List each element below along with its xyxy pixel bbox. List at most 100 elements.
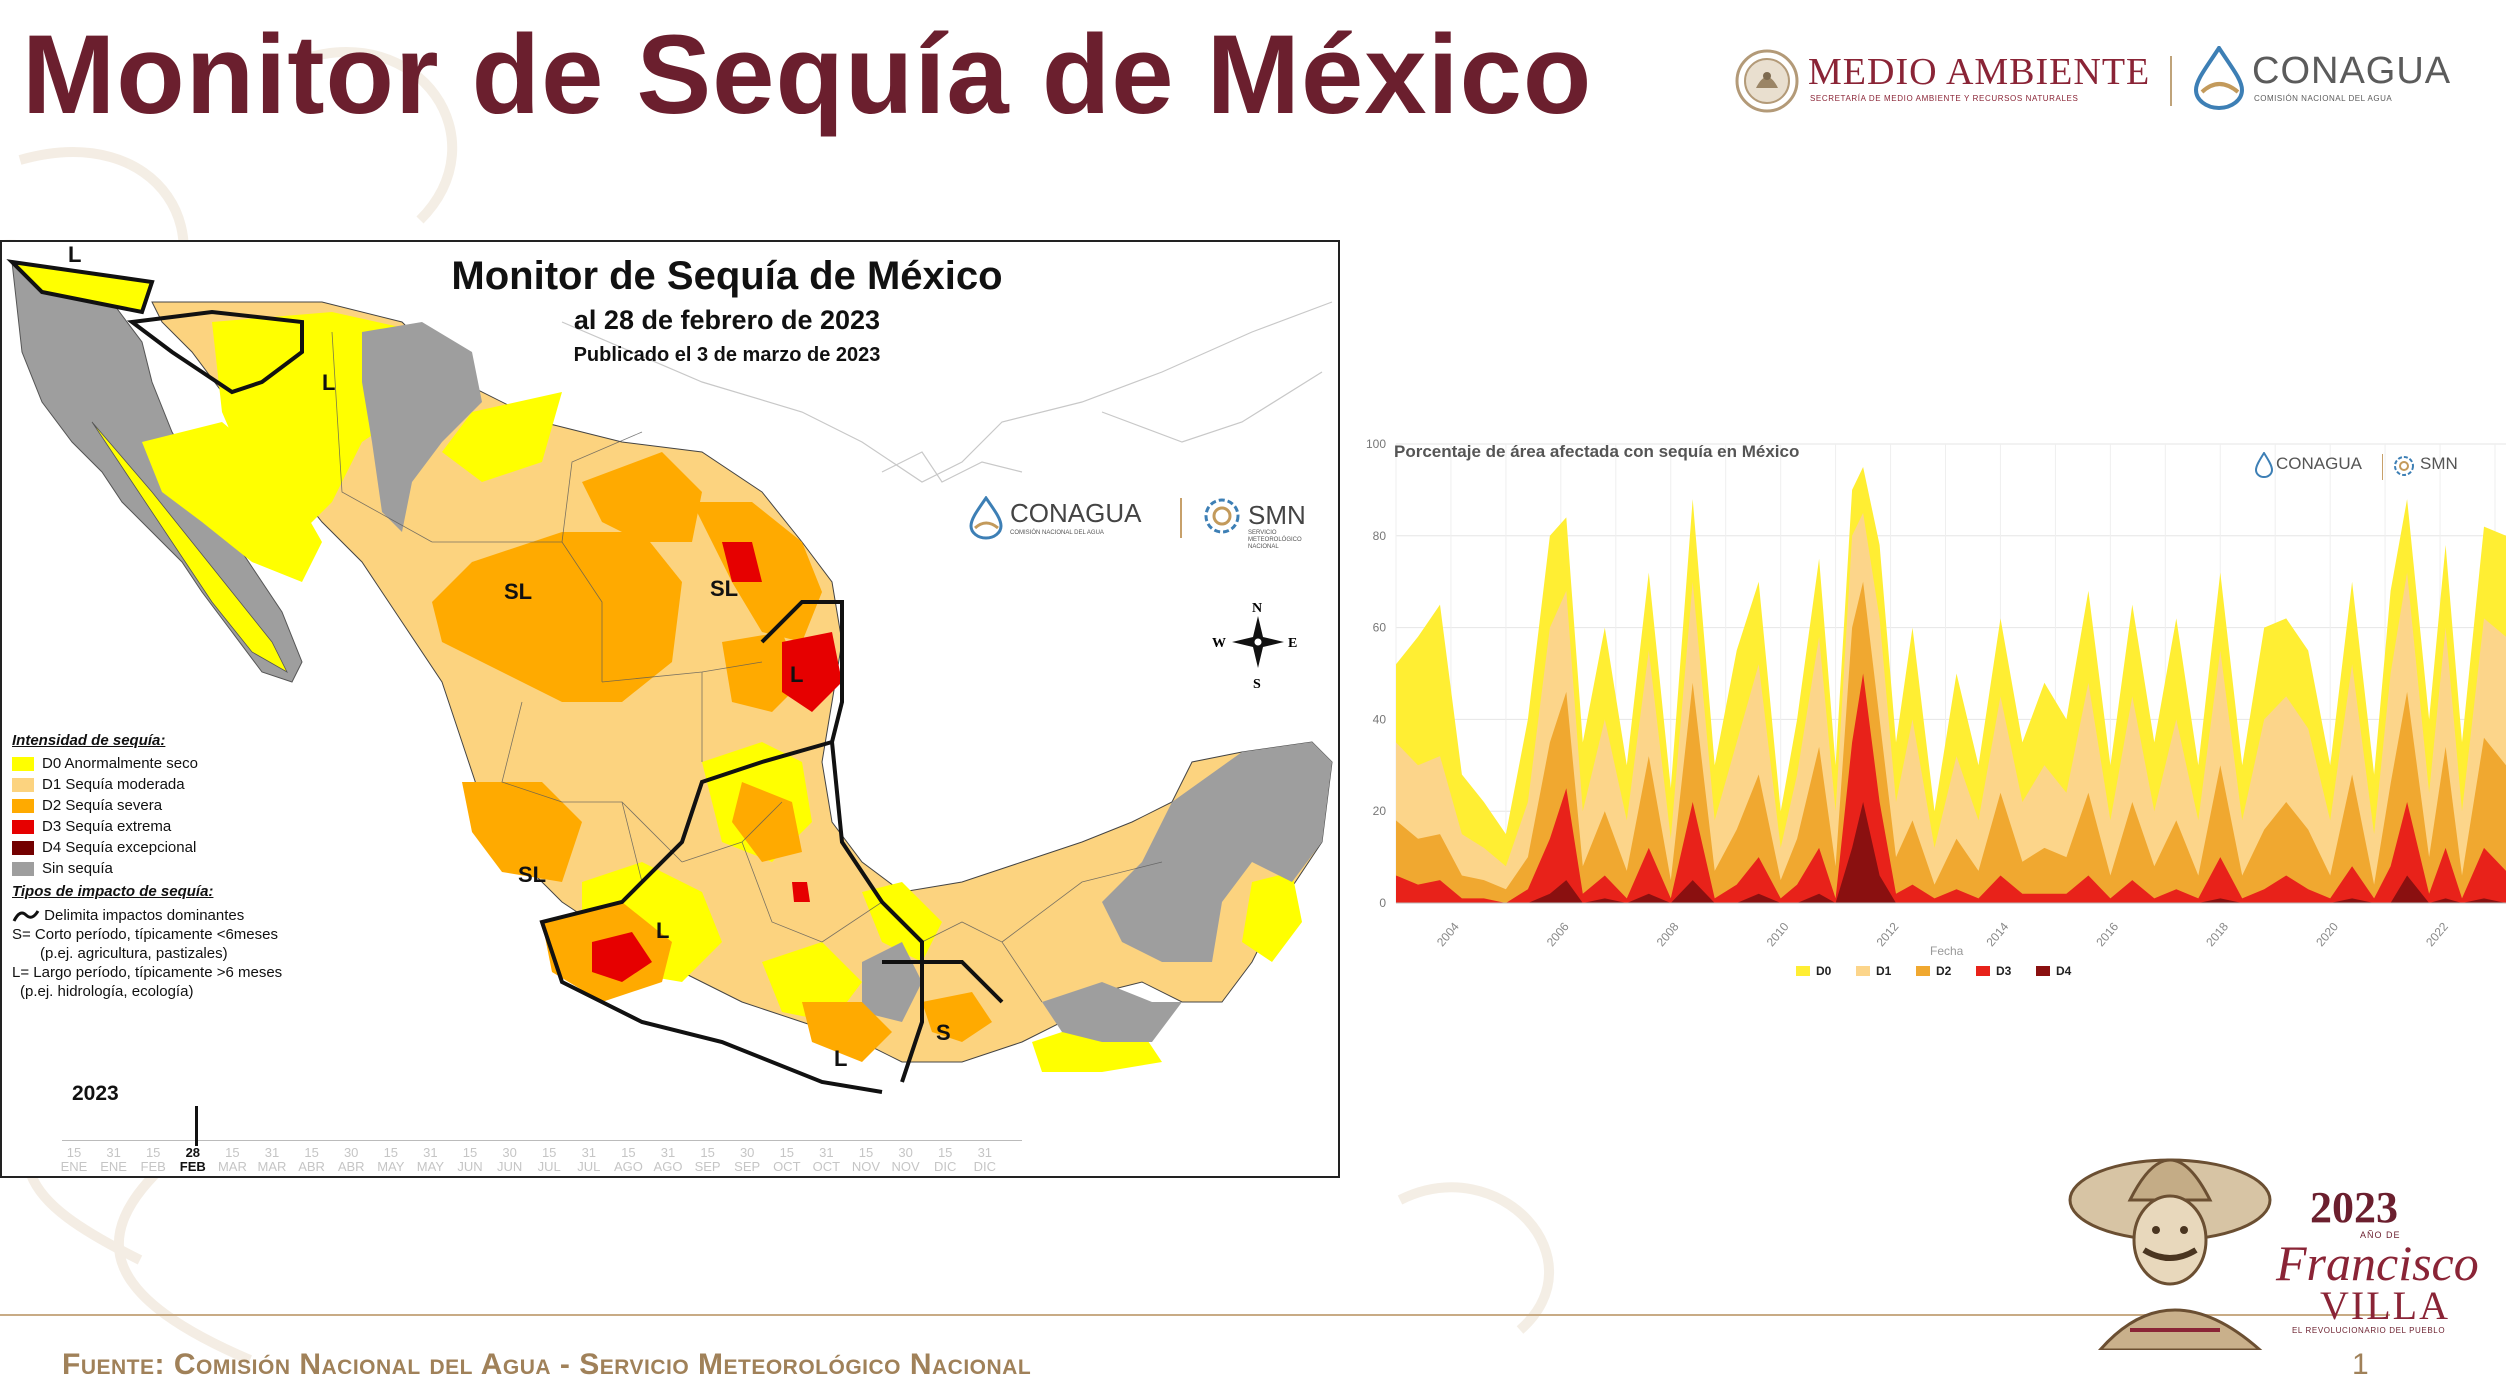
chart-legend-item[interactable]: D4 — [2036, 964, 2071, 978]
map-logos: CONAGUA COMISIÓN NACIONAL DEL AGUA SMN S… — [962, 492, 1332, 552]
svg-text:N: N — [1252, 601, 1262, 616]
map-region-label: L — [790, 662, 803, 687]
map-timeline: 2023 15 ENE 31 ENE 15 FEB 28 FEB 15 MAR 31 MA… — [61, 1082, 1022, 1174]
drought-area-chart: 0 20 40 60 80 100 2004 2006 2008 2010 2012 2014 2016… — [1366, 437, 2506, 949]
timeline-label: 31 MAR — [257, 1145, 287, 1174]
map-region-label: L — [68, 242, 81, 267]
timeline-label: 30 JUN — [496, 1145, 523, 1174]
chart-y-tick-label: 40 — [1373, 712, 1387, 726]
svg-text:E: E — [1288, 636, 1297, 651]
logo-separator — [1180, 498, 1182, 538]
water-drop-icon — [2254, 452, 2274, 478]
map-region-label: SL — [518, 862, 546, 887]
villa-tagline: EL REVOLUCIONARIO DEL PUEBLO — [2292, 1326, 2446, 1335]
timeline-label: 31 MAY — [416, 1145, 444, 1174]
mexico-drought-map: L L SL SL L SL L L S N S E W — [2, 242, 1338, 1176]
chart-x-tick-label: 2012 — [1874, 919, 1902, 949]
chart-legend-item[interactable]: D3 — [1976, 964, 2011, 978]
chart-legend: D0 D1 D2 D3 D4 — [1796, 964, 2196, 984]
timeline-label: 31 ENE — [100, 1145, 127, 1174]
chart-legend-swatch — [1976, 966, 1990, 976]
medio-ambiente-subtitle: SECRETARÍA DE MEDIO AMBIENTE Y RECURSOS … — [1810, 94, 2079, 103]
chart-area-d3 — [1396, 673, 2506, 903]
timeline-label: 30 NOV — [891, 1145, 920, 1174]
chart-legend-label: D0 — [1816, 964, 1832, 978]
map-title: Monitor de Sequía de México — [451, 254, 1003, 298]
map-region-label: S — [936, 1020, 951, 1045]
conagua-logo: CONAGUA COMISIÓN NACIONAL DEL AGUA — [2192, 42, 2492, 122]
timeline-label: 15 ENE — [60, 1145, 88, 1174]
legend-intensity-header: Intensidad de sequía: — [12, 732, 166, 749]
chart-x-tick-label: 2020 — [2313, 919, 2341, 949]
timeline-label: 31 DIC — [973, 1145, 996, 1174]
timeline-label: 15 JUN — [457, 1145, 483, 1174]
legend-impact-line: S= Corto período, típicamente <6meses — [12, 926, 278, 943]
conagua-name: CONAGUA — [2252, 50, 2452, 92]
footer-source: Fuente: Comisión Nacional del Agua - Ser… — [62, 1348, 1032, 1381]
chart-x-axis-label: Fecha — [1930, 944, 1964, 958]
legend-item: D3 Sequía extrema — [12, 816, 372, 837]
chart-smn-name: SMN — [2420, 454, 2458, 473]
svg-text:W: W — [1212, 636, 1226, 651]
legend-item: D1 Sequía moderada — [12, 774, 372, 795]
legend-swatch — [12, 777, 34, 792]
map-conagua-subtitle: COMISIÓN NACIONAL DEL AGUA — [1010, 530, 1104, 536]
legend-impact-line: (p.ej. agricultura, pastizales) — [40, 945, 228, 962]
legend-impact-line: L= Largo período, típicamente >6 meses — [12, 964, 283, 981]
chart-y-tick-label: 20 — [1373, 804, 1387, 818]
national-seal-icon — [1735, 49, 1799, 113]
timeline-label: 15 SEP — [694, 1145, 721, 1174]
legend-item: D0 Anormalmente seco — [12, 753, 372, 774]
chart-legend-label: D4 — [2056, 964, 2072, 978]
drought-map-panel: L L SL SL L SL L L S N S E W Monitor de … — [0, 240, 1340, 1178]
chart-y-tick-label: 0 — [1379, 896, 1386, 910]
header-logos: MEDIO AMBIENTE SECRETARÍA DE MEDIO AMBIE… — [1730, 42, 2490, 122]
chart-title: Porcentaje de área afectada con sequía e… — [1394, 442, 1800, 461]
timeline-label: 15 MAR — [217, 1145, 247, 1174]
timeline-label: 15 DIC — [933, 1145, 957, 1174]
smn-swirl-icon — [1204, 498, 1240, 534]
chart-x-tick-label: 2008 — [1654, 919, 1682, 949]
chart-x-tick-label: 2022 — [2423, 919, 2451, 949]
chart-x-tick-label: 2004 — [1434, 919, 1462, 949]
legend-label: D2 Sequía severa — [42, 797, 163, 814]
map-region-label: L — [656, 918, 669, 943]
slide-title: Monitor de Sequía de México — [22, 12, 1593, 137]
legend-impact-line: (p.ej. hidrología, ecología) — [20, 983, 194, 1000]
legend-label: D0 Anormalmente seco — [42, 755, 198, 772]
smn-swirl-icon — [2394, 456, 2414, 476]
chart-y-tick-label: 60 — [1373, 621, 1387, 635]
timeline-label: 15 JUL — [537, 1145, 561, 1174]
chart-legend-item[interactable]: D1 — [1856, 964, 1891, 978]
timeline-label: 15 OCT — [773, 1145, 801, 1174]
legend-label: Sin sequía — [42, 860, 113, 877]
legend-swatch — [12, 861, 34, 876]
villa-year: 2023 — [2310, 1183, 2398, 1232]
boundary-line-icon — [12, 910, 40, 922]
chart-legend-item[interactable]: D0 — [1796, 964, 1831, 978]
compass-icon: N S E W — [1212, 601, 1297, 692]
conagua-subtitle: COMISIÓN NACIONAL DEL AGUA — [2254, 94, 2393, 103]
timeline-label: 31 AGO — [653, 1145, 683, 1174]
chart-logos: CONAGUA SMN — [2250, 452, 2500, 482]
timeline-label: 15 AGO — [613, 1145, 643, 1174]
page-number: 1 — [2352, 1348, 2369, 1381]
chart-x-tick-label: 2010 — [1764, 919, 1792, 949]
chart-legend-item[interactable]: D2 — [1916, 964, 1951, 978]
chart-area-d1 — [1396, 512, 2506, 903]
logo-separator — [2170, 56, 2172, 106]
chart-y-tick-label: 80 — [1373, 529, 1387, 543]
chart-x-tick-label: 2006 — [1544, 919, 1572, 949]
villa-ano-de: AÑO DE — [2360, 1230, 2401, 1240]
villa-name-first: Francisco — [2276, 1235, 2479, 1291]
timeline-label: 31 JUL — [577, 1145, 601, 1174]
legend-label: D3 Sequía extrema — [42, 818, 172, 835]
chart-x-tick-label: 2018 — [2203, 919, 2231, 949]
timeline-label: 31 OCT — [812, 1145, 841, 1174]
map-date: al 28 de febrero de 2023 — [573, 305, 881, 335]
legend-impact-text: Delimita impactos dominantes — [44, 907, 245, 924]
timeline-axis — [62, 1140, 1022, 1141]
timeline-label: 15 MAY — [377, 1145, 405, 1174]
legend-label: D1 Sequía moderada — [42, 776, 185, 793]
water-drop-icon — [2193, 46, 2245, 110]
